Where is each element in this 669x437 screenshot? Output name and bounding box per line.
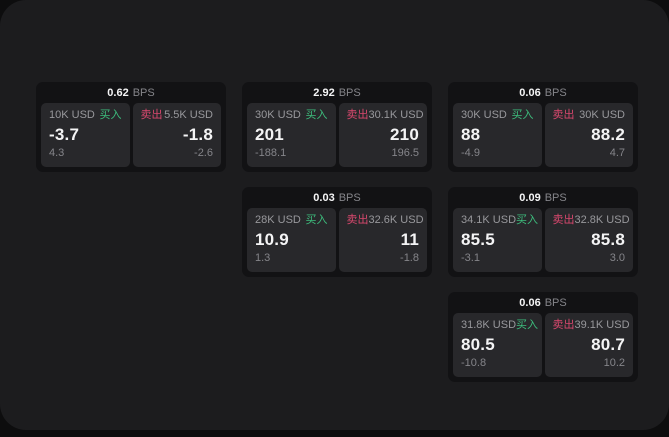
bps-value: 0.06 [519, 296, 541, 309]
bps-unit-label: BPS [544, 296, 567, 309]
bps-header: 0.62 BPS [41, 82, 221, 103]
bps-value: 0.62 [107, 86, 129, 99]
bps-value: 0.09 [519, 191, 541, 204]
sell-quote-button[interactable]: 卖出 30K USD 88.2 4.7 [544, 103, 633, 167]
buy-sub-value: 1.3 [255, 252, 271, 264]
buy-side-label: 买入 [516, 214, 539, 226]
sell-side-label: 卖出 [140, 109, 163, 121]
quote-card-1: 0.62 BPS 10K USD 买入 -3.7 4.3 卖出 5.5K USD [36, 82, 226, 172]
sell-side-label: 卖出 [552, 214, 575, 226]
buy-quote-button[interactable]: 31.8K USD 买入 80.5 -10.8 [453, 313, 542, 377]
bps-header: 0.09 BPS [453, 187, 633, 208]
buy-quote-button[interactable]: 30K USD 买入 201 -188.1 [247, 103, 336, 167]
buy-side-label: 买入 [305, 109, 328, 121]
buy-amount-label: 28K USD [255, 214, 301, 226]
buy-price-value: 88 [461, 125, 481, 144]
sell-amount-label: 32.8K USD [574, 214, 630, 226]
buy-price-value: -3.7 [49, 125, 80, 144]
bps-header: 0.06 BPS [453, 292, 633, 313]
buy-quote-button[interactable]: 28K USD 买入 10.9 1.3 [247, 208, 336, 272]
bps-value: 0.03 [313, 191, 335, 204]
buy-price-value: 201 [255, 125, 284, 144]
buy-sub-value: -3.1 [461, 252, 480, 264]
buy-sub-value: -188.1 [255, 147, 287, 159]
sell-price-value: 85.8 [591, 230, 625, 249]
quote-card-2: 2.92 BPS 30K USD 买入 201 -188.1 卖出 30.1K … [242, 82, 432, 172]
bps-unit-label: BPS [544, 86, 567, 99]
buy-sub-value: -4.9 [461, 147, 480, 159]
sell-price-value: 11 [400, 230, 419, 249]
sell-price-value: 88.2 [591, 125, 625, 144]
sell-quote-button[interactable]: 卖出 5.5K USD -1.8 -2.6 [132, 103, 221, 167]
bps-unit-label: BPS [338, 191, 361, 204]
sell-quote-button[interactable]: 卖出 30.1K USD 210 196.5 [338, 103, 427, 167]
sell-amount-label: 39.1K USD [574, 319, 630, 331]
bps-unit-label: BPS [544, 191, 567, 204]
bps-header: 0.06 BPS [453, 82, 633, 103]
sell-side-label: 卖出 [552, 109, 575, 121]
buy-price-value: 85.5 [461, 230, 495, 249]
sell-quote-button[interactable]: 卖出 39.1K USD 80.7 10.2 [544, 313, 633, 377]
sell-quote-button[interactable]: 卖出 32.6K USD 11 -1.8 [338, 208, 427, 272]
sell-amount-label: 5.5K USD [164, 109, 213, 121]
sell-amount-label: 32.6K USD [368, 214, 424, 226]
sell-quote-button[interactable]: 卖出 32.8K USD 85.8 3.0 [544, 208, 633, 272]
buy-amount-label: 30K USD [255, 109, 301, 121]
buy-amount-label: 10K USD [49, 109, 95, 121]
bps-unit-label: BPS [132, 86, 155, 99]
sell-amount-label: 30.1K USD [368, 109, 424, 121]
buy-amount-label: 31.8K USD [461, 319, 517, 331]
buy-quote-button[interactable]: 10K USD 买入 -3.7 4.3 [41, 103, 130, 167]
sell-sub-value: -2.6 [194, 147, 213, 159]
bps-unit-label: BPS [338, 86, 361, 99]
buy-quote-button[interactable]: 34.1K USD 买入 85.5 -3.1 [453, 208, 542, 272]
sell-sub-value: 4.7 [609, 147, 625, 159]
buy-amount-label: 30K USD [461, 109, 507, 121]
buy-side-label: 买入 [511, 109, 534, 121]
bps-header: 2.92 BPS [247, 82, 427, 103]
sell-price-value: 210 [390, 125, 419, 144]
buy-side-label: 买入 [99, 109, 122, 121]
quote-card-3: 0.06 BPS 30K USD 买入 88 -4.9 卖出 30K USD [448, 82, 638, 172]
buy-price-value: 80.5 [461, 335, 495, 354]
buy-price-value: 10.9 [255, 230, 289, 249]
sell-sub-value: 10.2 [603, 357, 625, 369]
buy-side-label: 买入 [305, 214, 328, 226]
sell-sub-value: 196.5 [391, 147, 419, 159]
bps-value: 2.92 [313, 86, 335, 99]
quote-card-5: 0.09 BPS 34.1K USD 买入 85.5 -3.1 卖出 32.8K… [448, 187, 638, 277]
buy-amount-label: 34.1K USD [461, 214, 517, 226]
buy-sub-value: 4.3 [49, 147, 65, 159]
sell-side-label: 卖出 [346, 214, 369, 226]
sell-price-value: 80.7 [591, 335, 625, 354]
quote-card-4: 0.03 BPS 28K USD 买入 10.9 1.3 卖出 32.6K US… [242, 187, 432, 277]
sell-sub-value: -1.8 [400, 252, 419, 264]
sell-side-label: 卖出 [346, 109, 369, 121]
buy-side-label: 买入 [516, 319, 539, 331]
sell-amount-label: 30K USD [579, 109, 625, 121]
bps-value: 0.06 [519, 86, 541, 99]
bps-header: 0.03 BPS [247, 187, 427, 208]
quote-board: 0.62 BPS 10K USD 买入 -3.7 4.3 卖出 5.5K USD [36, 82, 638, 382]
sell-sub-value: 3.0 [609, 252, 625, 264]
sell-side-label: 卖出 [552, 319, 575, 331]
sell-price-value: -1.8 [182, 125, 213, 144]
buy-sub-value: -10.8 [461, 357, 487, 369]
quote-card-6: 0.06 BPS 31.8K USD 买入 80.5 -10.8 卖出 39.1… [448, 292, 638, 382]
buy-quote-button[interactable]: 30K USD 买入 88 -4.9 [453, 103, 542, 167]
